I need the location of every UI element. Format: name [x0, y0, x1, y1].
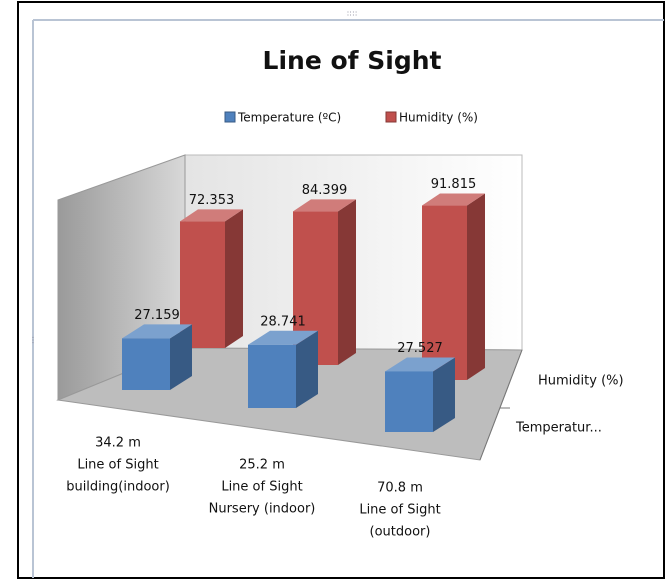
bar-top — [293, 199, 356, 212]
bar-top — [385, 357, 455, 372]
legend-swatch — [385, 111, 397, 123]
bar-side — [433, 357, 455, 432]
bar-top — [422, 193, 485, 206]
bar — [248, 330, 318, 408]
x-tick-label: Line of Sight — [221, 480, 302, 495]
resize-handle[interactable]: ⋮ — [29, 336, 37, 345]
depth-label: Humidity (%) — [538, 374, 624, 389]
x-tick-label: (outdoor) — [370, 525, 431, 540]
x-tick-label: Nursery (indoor) — [209, 502, 316, 517]
bar — [422, 193, 485, 380]
bar-side — [338, 199, 356, 365]
bar-side — [170, 324, 192, 390]
legend-label: Temperature (ºC) — [237, 111, 341, 125]
bar — [385, 357, 455, 432]
x-tick-label: Line of Sight — [359, 503, 440, 518]
depth-axis — [479, 349, 523, 461]
bar-top — [122, 324, 192, 339]
data-label: 28.741 — [260, 314, 306, 329]
x-tick-label: 70.8 m — [377, 481, 423, 496]
x-tick-label: 34.2 m — [95, 436, 141, 451]
bar-top — [180, 209, 243, 222]
data-label: 27.159 — [134, 308, 180, 323]
x-tick-label: 25.2 m — [239, 458, 285, 473]
resize-handle[interactable]: :::: — [347, 9, 358, 18]
data-label: 27.527 — [397, 341, 443, 356]
x-tick-label: Line of Sight — [77, 458, 158, 473]
bar-front — [422, 205, 467, 380]
depth-label: Temperatur... — [515, 421, 602, 436]
bar — [122, 324, 192, 390]
bar-side — [225, 209, 243, 348]
bar-side — [296, 330, 318, 408]
legend-swatch — [224, 111, 236, 123]
bar-side — [467, 193, 485, 380]
bar-top — [248, 330, 318, 345]
data-label: 72.353 — [189, 193, 235, 208]
chart-title: Line of Sight — [263, 46, 442, 75]
data-label: 91.815 — [431, 177, 477, 192]
data-label: 84.399 — [302, 183, 348, 198]
bar-front — [122, 338, 170, 390]
legend-label: Humidity (%) — [399, 111, 478, 125]
bar-front — [385, 371, 433, 432]
bar-front — [248, 344, 296, 408]
x-tick-label: building(indoor) — [66, 480, 170, 495]
